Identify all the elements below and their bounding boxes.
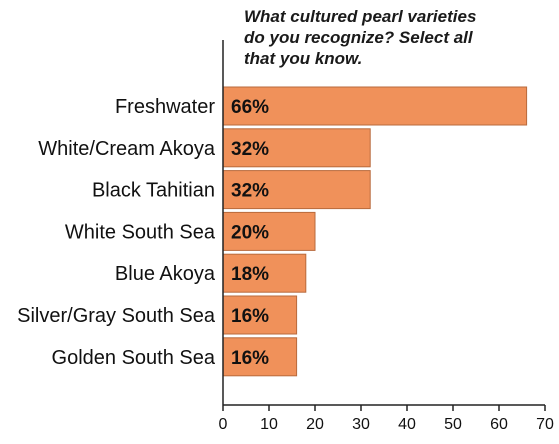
x-tick-label-0: 0 bbox=[219, 416, 228, 433]
category-label-4: Blue Akoya bbox=[115, 263, 216, 285]
category-label-5: Silver/Gray South Sea bbox=[17, 305, 216, 327]
bar-3 bbox=[222, 211, 316, 251]
x-tick-label-1: 10 bbox=[260, 416, 278, 433]
data-label-6: 16% bbox=[231, 348, 269, 369]
category-label-2: Black Tahitian bbox=[92, 180, 215, 202]
bar-4 bbox=[222, 253, 307, 293]
bars-layer bbox=[222, 86, 528, 377]
bar-2 bbox=[222, 170, 371, 210]
data-label-5: 16% bbox=[231, 306, 269, 327]
labels-layer: Freshwater 66% White/Cream Akoya 32% Black T… bbox=[17, 96, 269, 369]
x-tick-label-5: 50 bbox=[444, 416, 462, 433]
data-label-4: 18% bbox=[231, 264, 269, 285]
category-label-0: Freshwater bbox=[115, 96, 215, 118]
data-label-0: 66% bbox=[231, 97, 269, 118]
x-axis: 0 10 20 30 40 50 60 70 bbox=[219, 40, 554, 433]
x-tick-label-4: 40 bbox=[398, 416, 416, 433]
category-label-6: Golden South Sea bbox=[52, 347, 216, 369]
x-tick-label-6: 60 bbox=[490, 416, 508, 433]
bar-6 bbox=[222, 337, 298, 377]
x-tick-label-7: 70 bbox=[536, 416, 554, 433]
chart-title: What cultured pearl varieties do you rec… bbox=[244, 7, 477, 68]
data-label-3: 20% bbox=[231, 222, 269, 243]
data-label-2: 32% bbox=[231, 181, 269, 202]
bar-1 bbox=[222, 128, 371, 168]
data-label-1: 32% bbox=[231, 139, 269, 160]
x-tick-label-3: 30 bbox=[352, 416, 370, 433]
category-label-1: White/Cream Akoya bbox=[38, 138, 216, 160]
x-tick-label-2: 20 bbox=[306, 416, 324, 433]
category-label-3: White South Sea bbox=[65, 221, 216, 243]
